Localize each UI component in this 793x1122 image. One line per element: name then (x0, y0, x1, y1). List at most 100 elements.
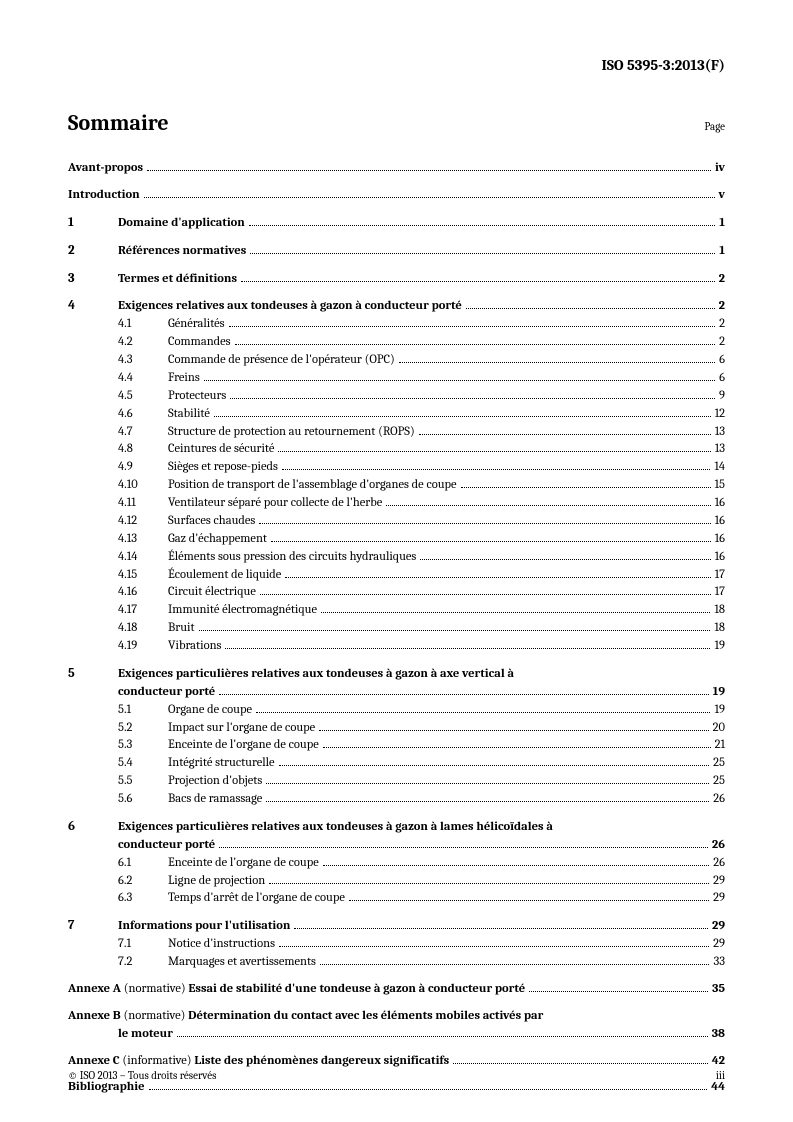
leader (225, 648, 710, 649)
leader (241, 281, 715, 282)
toc-section-row: 4 Exigences relatives aux tondeuses à ga… (68, 297, 725, 315)
leader (144, 197, 715, 198)
toc-annex-row: Annexe C (informative) Liste des phénomè… (68, 1053, 725, 1070)
sub-num: 4.16 (118, 584, 168, 601)
section-num: 7 (68, 917, 118, 935)
toc-page: 16 (715, 549, 725, 566)
sub-num: 6.2 (118, 873, 168, 890)
leader (259, 523, 710, 524)
doc-id: ISO 5395-3:2013(F) (601, 56, 725, 74)
toc-section-row: 1 Domaine d'application 1 (68, 214, 725, 232)
footer: © ISO 2013 – Tous droits réservés iii (68, 1069, 725, 1082)
page-number: iii (716, 1069, 725, 1082)
toc-page: 16 (715, 495, 725, 512)
sub-num: 6.3 (118, 890, 168, 907)
sub-num: 4.4 (118, 370, 168, 387)
sub-num: 4.7 (118, 424, 168, 441)
sub-num: 6.1 (118, 855, 168, 872)
toc-page: 16 (715, 531, 725, 548)
toc-sub-row: 4.8Ceintures de sécurité13 (68, 441, 725, 458)
toc-page: 19 (714, 638, 725, 655)
leader (266, 801, 709, 802)
toc-sub-row: 6.1Enceinte de l'organe de coupe26 (68, 855, 725, 872)
sub-title: Généralités (168, 316, 225, 333)
toc-sub-row: 4.11Ventilateur séparé pour collecte de … (68, 495, 725, 512)
sub-title: Stabilité (168, 406, 210, 423)
annex-norm: (informative) (122, 1053, 191, 1070)
leader (235, 344, 716, 345)
sub-title: Temps d'arrêt de l'organe de coupe (168, 890, 345, 907)
toc-page: 1 (719, 243, 725, 260)
sub-title: Commandes (168, 334, 231, 351)
section-title: Exigences particulières relatives aux to… (118, 666, 514, 683)
toc-sub-row: 5.6Bacs de ramassage 26 (68, 791, 725, 808)
sub-num: 4.6 (118, 406, 168, 423)
toc-annex-row-cont: le moteur 38 (68, 1026, 725, 1043)
leader (294, 928, 708, 929)
sub-title: Bacs de ramassage (168, 791, 262, 808)
sub-title: Sièges et repose-pieds (168, 459, 278, 476)
toc-sub-row: 4.17Immunité électromagnétique18 (68, 602, 725, 619)
toc-sub-row: 4.5Protecteurs9 (68, 388, 725, 405)
toc-page: 19 (713, 684, 725, 701)
sub-title: Organe de coupe (168, 702, 252, 719)
sub-title: Position de transport de l'assemblage d'… (168, 477, 457, 494)
toc-page: 2 (719, 316, 725, 333)
leader (282, 469, 710, 470)
leader (319, 730, 708, 731)
toc-page: 14 (714, 459, 725, 476)
sub-num: 4.5 (118, 388, 168, 405)
toc-sub-row: 5.3Enceinte de l'organe de coupe21 (68, 737, 725, 754)
sub-num: 4.18 (118, 620, 168, 637)
sub-num: 5.4 (118, 755, 168, 772)
toc-sub-row: 4.7Structure de protection au retourneme… (68, 424, 725, 441)
section-title: Exigences particulières relatives aux to… (118, 819, 553, 836)
toc-sub-row: 4.13Gaz d'échappement16 (68, 531, 725, 548)
leader (399, 362, 715, 363)
toc-page: 18 (714, 620, 725, 637)
sub-num: 4.12 (118, 513, 168, 530)
toc-sub-row: 6.2Ligne de projection29 (68, 873, 725, 890)
sub-num: 4.14 (118, 549, 168, 566)
sub-title: Éléments sous pression des circuits hydr… (168, 549, 416, 566)
toc-page: 26 (712, 837, 725, 854)
leader (466, 308, 715, 309)
sub-title: Enceinte de l'organe de coupe (168, 855, 319, 872)
toc-sub-row: 4.14Éléments sous pression des circuits … (68, 549, 725, 566)
toc-section-row: 7 Informations pour l'utilisation 29 (68, 917, 725, 935)
toc-page: 42 (712, 1053, 725, 1070)
toc-sub-row: 5.1Organe de coupe19 (68, 702, 725, 719)
annex-title: Liste des phénomènes dangereux significa… (194, 1053, 449, 1070)
leader (204, 380, 715, 381)
sub-num: 4.2 (118, 334, 168, 351)
toc-page: 2 (719, 271, 725, 288)
toc-page: 29 (713, 873, 725, 890)
sub-title: Vibrations (168, 638, 221, 655)
toc: Avant-propos iv Introduction v 1 Domaine… (68, 160, 725, 1096)
toc-sub-row: 7.1Notice d'instructions29 (68, 936, 725, 953)
toc-sub-row: 5.5Projection d'objets25 (68, 773, 725, 790)
annex-title: Essai de stabilité d'une tondeuse à gazo… (188, 981, 525, 998)
toc-sub-row: 4.16Circuit électrique17 (68, 584, 725, 601)
toc-page: 35 (712, 981, 725, 998)
sub-title: Ventilateur séparé pour collecte de l'he… (168, 495, 382, 512)
toc-annex-row: Annexe A (normative) Essai de stabilité … (68, 981, 725, 998)
leader (229, 326, 716, 327)
toc-page: 38 (712, 1026, 725, 1043)
toc-page: 1 (719, 215, 725, 232)
toc-sub-row: 4.3Commande de présence de l'opérateur (… (68, 352, 725, 369)
sub-title: Marquages et avertissements (168, 954, 316, 971)
leader (199, 630, 711, 631)
toc-sub-row: 4.15Écoulement de liquide17 (68, 567, 725, 584)
toc-front-row: Introduction v (68, 187, 725, 204)
sub-num: 4.19 (118, 638, 168, 655)
toc-section-row: 3 Termes et définitions 2 (68, 270, 725, 288)
toc-page: 26 (713, 791, 725, 808)
toc-page: 2 (719, 334, 725, 351)
toc-page: iv (715, 160, 725, 177)
sub-title: Impact sur l'organe de coupe (168, 720, 315, 737)
toc-page: 9 (719, 388, 725, 405)
toc-page: 19 (714, 702, 725, 719)
sub-num: 5.6 (118, 791, 168, 808)
leader (461, 487, 711, 488)
